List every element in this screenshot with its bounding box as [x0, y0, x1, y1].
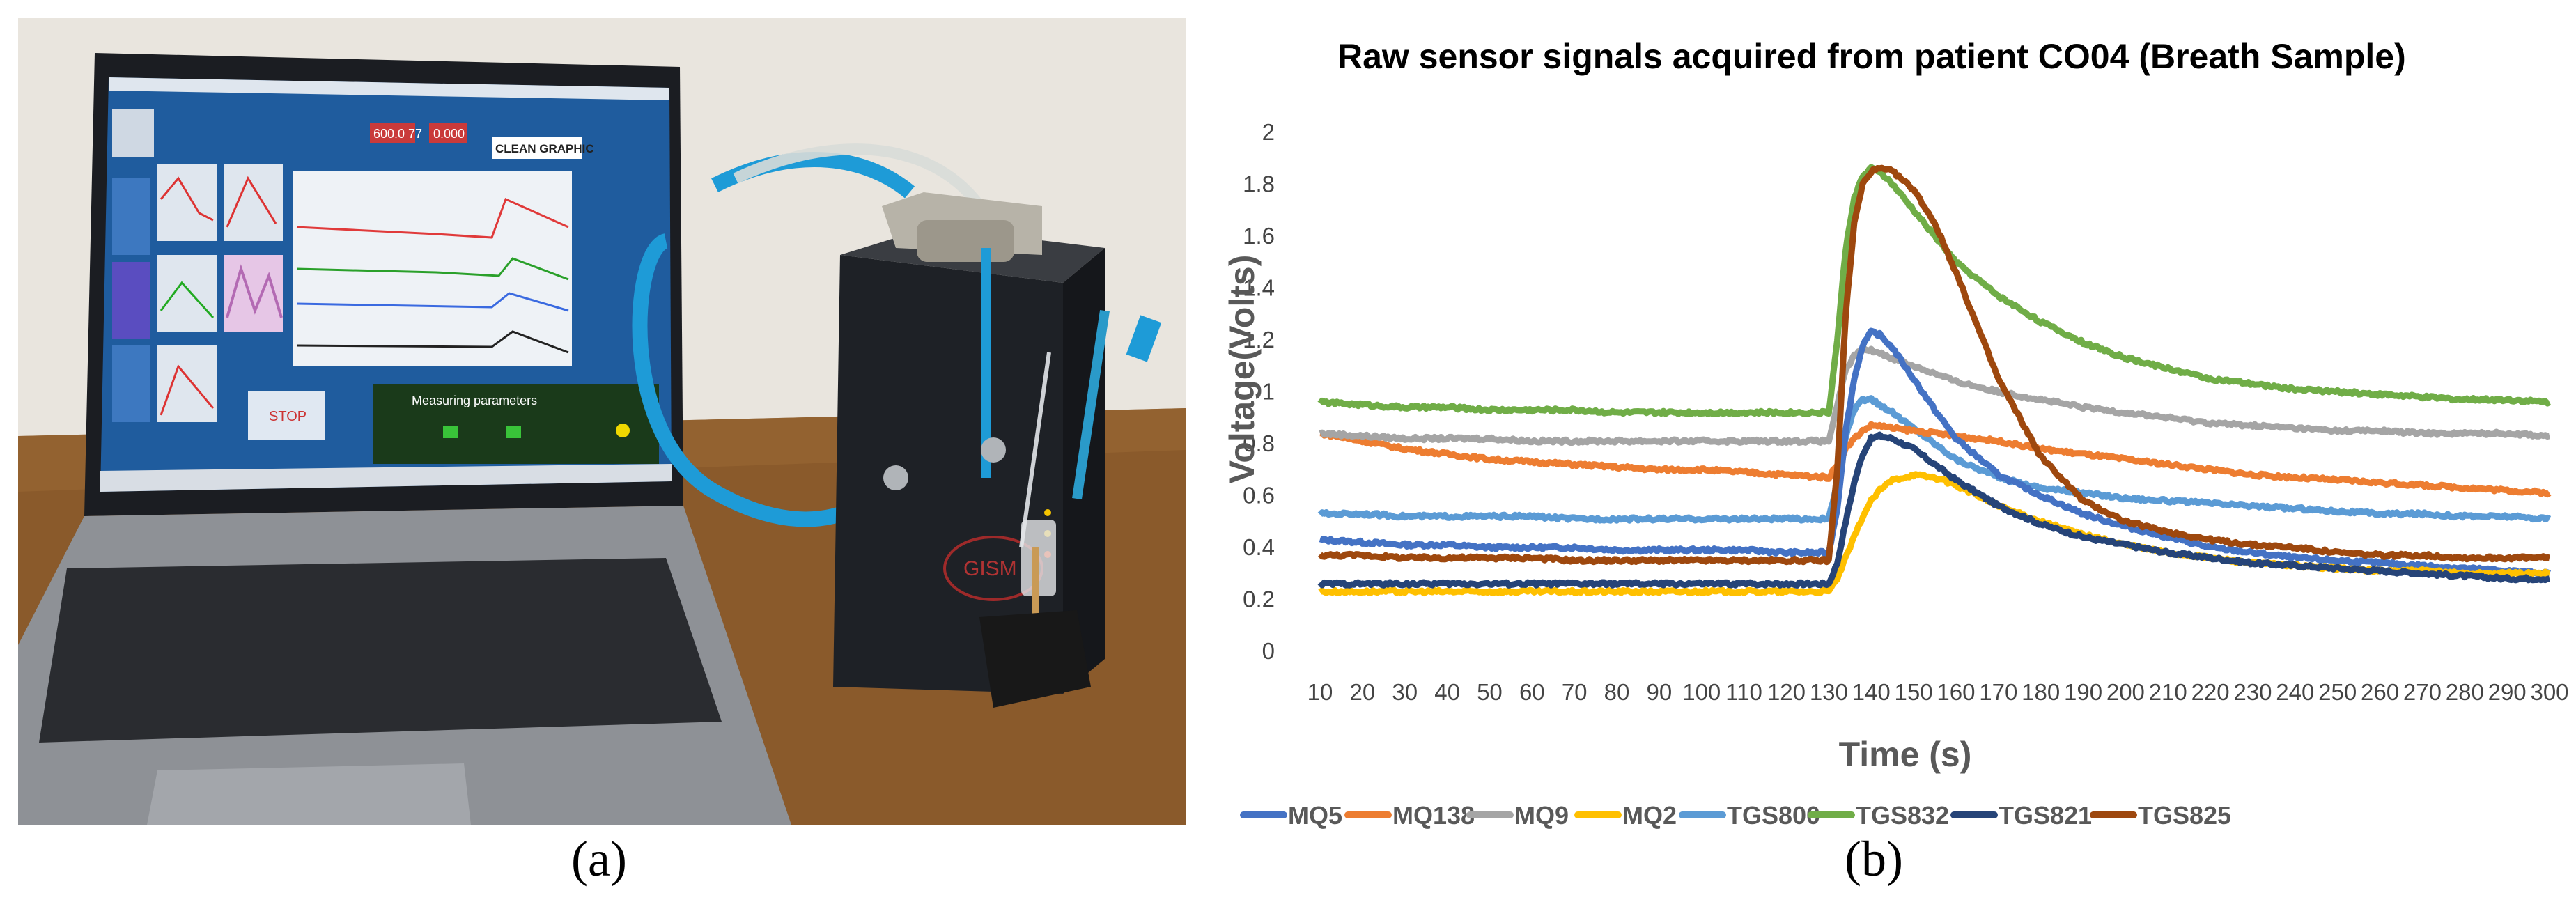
- chart-panel: Raw sensor signals acquired from patient…: [1212, 14, 2569, 830]
- legend-item-mq9: MQ9: [1466, 801, 1569, 830]
- x-tick-label: 90: [1647, 679, 1673, 705]
- series-line-tgs825: [1317, 164, 2551, 566]
- y-tick-label: 1.2: [1243, 327, 1275, 352]
- touchpad: [147, 763, 471, 825]
- legend-label: MQ9: [1514, 801, 1569, 830]
- keyboard: [39, 558, 722, 743]
- series-line-tgs832: [1317, 164, 2552, 417]
- legend-label: TGS821: [1999, 801, 2092, 830]
- x-tick-label: 80: [1604, 679, 1630, 705]
- series-line-mq2: [1318, 471, 2551, 597]
- legend: MQ5 MQ138 MQ9 MQ2 TGS800 TGS832 TGS821 TGS825: [1240, 801, 2231, 830]
- x-tick-label: 60: [1519, 679, 1545, 705]
- x-tick-label: 70: [1562, 679, 1588, 705]
- x-tick-label: 120: [1767, 679, 1806, 705]
- x-tick-label: 170: [1979, 679, 2017, 705]
- x-tick-label: 290: [2488, 679, 2527, 705]
- x-tick-label: 40: [1434, 679, 1460, 705]
- x-tick-label: 300: [2530, 679, 2568, 705]
- panel-a-caption: (a): [571, 831, 627, 887]
- screen-readout-2: 0.000: [433, 127, 465, 141]
- series-line-mq5: [1319, 327, 2552, 578]
- x-tick-label: 230: [2233, 679, 2272, 705]
- legend-label: MQ2: [1622, 801, 1677, 830]
- x-tick-label: 180: [2022, 679, 2060, 705]
- legend-label: TGS832: [1856, 801, 1949, 830]
- legend-item-mq2: MQ2: [1574, 801, 1677, 830]
- x-tick-label: 30: [1392, 679, 1418, 705]
- x-tick-label: 110: [1725, 679, 1762, 705]
- y-tick-label: 0.6: [1243, 483, 1275, 508]
- y-tick-label: 1: [1262, 379, 1275, 405]
- x-tick-label: 260: [2361, 679, 2399, 705]
- series-line-mq9: [1319, 345, 2551, 446]
- x-tick-label: 190: [2064, 679, 2102, 705]
- y-axis-ticks: 0 0.2 0.4 0.6 0.8 1 1.2 1.4 1.6 1.8 2: [1243, 119, 1275, 664]
- panel-b-caption: (b): [1845, 831, 1903, 887]
- legend-label: TGS825: [2138, 801, 2231, 830]
- sensor-device: [833, 255, 1063, 694]
- measuring-parameters-title: Measuring parameters: [412, 394, 537, 407]
- x-tick-label: 100: [1682, 679, 1721, 705]
- y-tick-label: 1.6: [1243, 223, 1275, 249]
- series-line-tgs821: [1317, 431, 2551, 589]
- y-tick-label: 2: [1262, 119, 1275, 145]
- series-line-mq138: [1319, 421, 2552, 498]
- legend-label: TGS800: [1727, 801, 1820, 830]
- lab-setup-photo: 600.0 77 0.000 CLEAN GRAPHIC STOP Measur…: [18, 18, 1186, 825]
- x-axis-ticks: 10 20 30 40 50 60 70 80 90 100 110 120 130 140 150 160 1…: [1308, 679, 2569, 705]
- clean-graphic-button: CLEAN GRAPHIC: [495, 142, 594, 155]
- x-tick-label: 250: [2318, 679, 2357, 705]
- legend-item-tgs825: TGS825: [2090, 801, 2231, 830]
- stop-button: STOP: [269, 409, 307, 424]
- x-tick-label: 280: [2446, 679, 2484, 705]
- x-tick-label: 10: [1308, 679, 1333, 705]
- x-tick-label: 200: [2106, 679, 2145, 705]
- x-axis-label: Time (s): [1839, 735, 1972, 774]
- x-tick-label: 140: [1852, 679, 1891, 705]
- legend-item-tgs800: TGS800: [1679, 801, 1820, 830]
- x-tick-label: 220: [2191, 679, 2230, 705]
- legend-item-tgs832: TGS832: [1808, 801, 1949, 830]
- y-tick-label: 1.8: [1243, 171, 1275, 197]
- legend-item-mq5: MQ5: [1240, 801, 1342, 830]
- y-tick-label: 1.4: [1243, 275, 1275, 301]
- y-tick-label: 0: [1262, 638, 1275, 664]
- x-tick-label: 130: [1810, 679, 1848, 705]
- screen-readout-1: 600.0 77: [373, 127, 422, 141]
- legend-label: MQ138: [1392, 801, 1475, 830]
- main-graph: [293, 171, 572, 366]
- x-tick-label: 240: [2276, 679, 2314, 705]
- legend-label: MQ5: [1288, 801, 1342, 830]
- x-tick-label: 160: [1937, 679, 1975, 705]
- series-line-tgs800: [1317, 395, 2552, 524]
- x-tick-label: 210: [2149, 679, 2187, 705]
- mini-graph: [157, 164, 217, 241]
- line-chart: Raw sensor signals acquired from patient…: [1223, 37, 2569, 830]
- x-tick-label: 50: [1477, 679, 1503, 705]
- foam-holder: [979, 610, 1091, 708]
- gism-logo-text: GISM: [963, 557, 1017, 580]
- y-tick-label: 0.8: [1243, 430, 1275, 456]
- y-tick-label: 0.4: [1243, 534, 1275, 560]
- y-axis-label: Voltage(Volts): [1223, 255, 1262, 484]
- series-lines: [1317, 164, 2552, 597]
- photo-panel: 600.0 77 0.000 CLEAN GRAPHIC STOP Measur…: [18, 18, 1186, 825]
- y-tick-label: 0.2: [1243, 586, 1275, 612]
- x-tick-label: 150: [1895, 679, 1933, 705]
- chart-title: Raw sensor signals acquired from patient…: [1337, 37, 2406, 76]
- legend-item-tgs821: TGS821: [1950, 801, 2092, 830]
- legend-item-mq138: MQ138: [1344, 801, 1475, 830]
- x-tick-label: 270: [2403, 679, 2442, 705]
- x-tick-label: 20: [1350, 679, 1376, 705]
